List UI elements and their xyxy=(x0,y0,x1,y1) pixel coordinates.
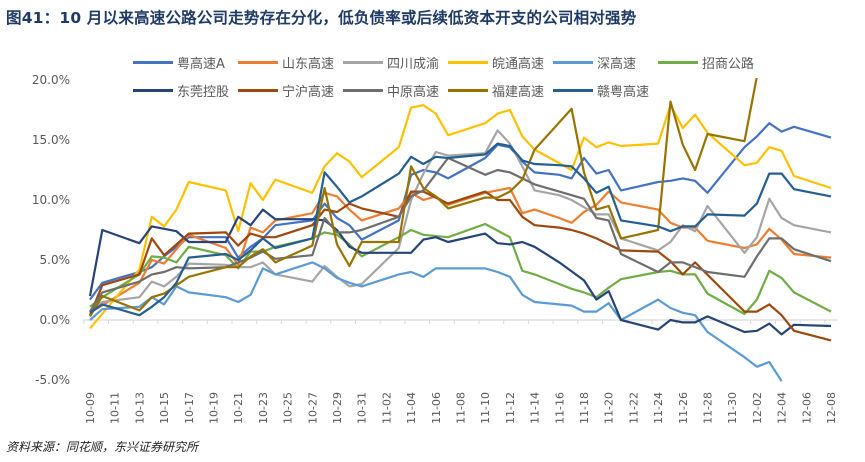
legend-swatch xyxy=(448,88,488,92)
x-tick-label: 11-08 xyxy=(455,392,468,424)
y-tick-label: 20.0% xyxy=(32,73,70,87)
series-line-11 xyxy=(89,142,832,317)
legend-swatch xyxy=(133,60,173,64)
legend-item: 东莞控股 xyxy=(133,80,229,100)
x-tick-label: 11-02 xyxy=(380,392,393,424)
legend-label: 四川成渝 xyxy=(387,56,440,72)
legend-swatch xyxy=(343,88,383,92)
x-tick-label: 10-21 xyxy=(232,392,245,424)
legend-item: 粤高速A xyxy=(133,52,225,72)
series-lines xyxy=(88,78,832,382)
series-line-5 xyxy=(89,261,783,382)
legend-label: 东莞控股 xyxy=(177,84,230,100)
x-tick-label: 10-15 xyxy=(158,392,171,424)
series-line-4 xyxy=(89,104,832,330)
x-tick-label: 11-04 xyxy=(405,392,418,424)
legend-label: 深高速 xyxy=(597,56,637,72)
x-tick-label: 10-23 xyxy=(257,392,270,424)
x-tick-label: 10-31 xyxy=(356,392,369,424)
x-tick-label: 11-16 xyxy=(553,392,566,424)
legend-swatch xyxy=(133,88,173,92)
y-axis: -5.0% 0.0% 5.0% 10.0% 15.0% 20.0% xyxy=(32,73,70,387)
x-tick-label: 10-29 xyxy=(331,392,344,424)
x-tick-label: 10-13 xyxy=(133,392,146,424)
y-tick-label: 15.0% xyxy=(32,133,70,147)
legend-label: 中原高速 xyxy=(387,84,440,100)
x-tick-label: 12-06 xyxy=(800,392,813,424)
legend-item: 招商公路 xyxy=(658,52,754,72)
x-tick-label: 11-14 xyxy=(529,392,542,424)
x-tick-label: 11-20 xyxy=(603,392,616,424)
x-tick-label: 11-22 xyxy=(627,392,640,424)
legend-item: 深高速 xyxy=(553,52,636,72)
legend-label: 福建高速 xyxy=(492,84,545,100)
x-tick-label: 10-17 xyxy=(183,392,196,424)
legend-item: 山东高速 xyxy=(238,52,334,72)
legend-label: 山东高速 xyxy=(282,56,335,72)
legend-swatch xyxy=(553,88,593,92)
series-line-7 xyxy=(88,208,832,336)
x-tick-label: 12-04 xyxy=(776,392,789,424)
y-tick-label: -5.0% xyxy=(35,373,70,387)
legend-swatch xyxy=(553,60,593,64)
x-tick-label: 12-02 xyxy=(751,392,764,424)
legend-item: 宁沪高速 xyxy=(238,80,334,100)
x-tick-label: 11-28 xyxy=(702,392,715,424)
x-tick-label: 11-18 xyxy=(578,392,591,424)
legend-item: 中原高速 xyxy=(343,80,439,100)
x-tick-label: 11-10 xyxy=(479,392,492,424)
legend-swatch xyxy=(238,60,278,64)
legend-item: 四川成渝 xyxy=(343,52,439,72)
x-tick-label: 11-06 xyxy=(430,392,443,424)
x-tick-label: 12-08 xyxy=(825,392,838,424)
x-tick-label: 11-30 xyxy=(726,392,739,424)
series-line-10 xyxy=(89,78,758,317)
x-tick-label: 11-24 xyxy=(652,392,665,424)
x-tick-label: 10-09 xyxy=(84,392,97,424)
y-tick-label: 5.0% xyxy=(40,253,71,267)
x-tick-label: 10-19 xyxy=(208,392,221,424)
legend-swatch xyxy=(448,60,488,64)
legend-label: 皖通高速 xyxy=(492,56,545,72)
series-line-3 xyxy=(89,129,832,313)
legend-item: 赣粤高速 xyxy=(553,80,649,100)
legend-label: 招商公路 xyxy=(702,56,755,72)
x-tick-label: 11-12 xyxy=(504,392,517,424)
legend-item: 福建高速 xyxy=(448,80,544,100)
legend-swatch xyxy=(238,88,278,92)
x-tick-label: 10-27 xyxy=(306,392,319,424)
legend-label: 赣粤高速 xyxy=(597,84,650,100)
y-tick-label: 0.0% xyxy=(40,313,71,327)
legend-swatch xyxy=(658,60,698,64)
source-note: 资料来源：同花顺，东兴证券研究所 xyxy=(6,440,199,454)
x-tick-label: 10-11 xyxy=(109,392,122,424)
legend-label: 粤高速A xyxy=(177,56,225,72)
x-tick-label: 10-25 xyxy=(282,392,295,424)
chart-title: 图41：10 月以来高速公路公司走势存在分化，低负债率或后续低资本开支的公司相对… xyxy=(6,9,637,27)
x-axis: 10-09 10-11 10-13 10-15 10-17 10-19 10-21 10-23… xyxy=(83,319,838,424)
y-tick-label: 10.0% xyxy=(32,193,70,207)
legend-swatch xyxy=(343,60,383,64)
legend-item: 皖通高速 xyxy=(448,52,544,72)
x-tick-label: 11-26 xyxy=(677,392,690,424)
legend-label: 宁沪高速 xyxy=(282,84,335,100)
